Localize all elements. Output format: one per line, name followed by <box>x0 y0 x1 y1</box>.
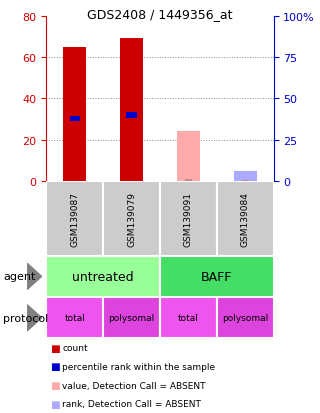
Text: percentile rank within the sample: percentile rank within the sample <box>62 362 216 371</box>
Bar <box>217 182 274 256</box>
Text: GDS2408 / 1449356_at: GDS2408 / 1449356_at <box>87 8 233 21</box>
Text: total: total <box>178 313 199 323</box>
Text: BAFF: BAFF <box>201 270 233 283</box>
Text: GSM139091: GSM139091 <box>184 192 193 246</box>
Bar <box>70 116 80 121</box>
Bar <box>46 182 103 256</box>
Text: total: total <box>64 313 85 323</box>
Text: value, Detection Call = ABSENT: value, Detection Call = ABSENT <box>62 381 206 389</box>
Bar <box>126 113 137 118</box>
Polygon shape <box>27 264 42 290</box>
Text: GSM139079: GSM139079 <box>127 192 136 246</box>
Bar <box>46 256 160 297</box>
Bar <box>46 297 103 339</box>
Bar <box>120 39 143 182</box>
Polygon shape <box>27 305 42 331</box>
Text: ■: ■ <box>50 361 59 372</box>
Text: rank, Detection Call = ABSENT: rank, Detection Call = ABSENT <box>62 399 201 408</box>
Bar <box>242 180 249 182</box>
Bar <box>63 47 86 182</box>
Bar <box>103 297 160 339</box>
Bar <box>217 297 274 339</box>
Text: agent: agent <box>3 272 36 282</box>
Text: GSM139084: GSM139084 <box>241 192 250 246</box>
Bar <box>234 172 257 182</box>
Bar <box>160 297 217 339</box>
Text: ■: ■ <box>50 380 59 390</box>
Text: untreated: untreated <box>72 270 134 283</box>
Text: polysomal: polysomal <box>222 313 268 323</box>
Text: polysomal: polysomal <box>108 313 155 323</box>
Bar <box>103 182 160 256</box>
Bar <box>160 256 274 297</box>
Bar <box>185 180 192 181</box>
Text: ■: ■ <box>50 343 59 353</box>
Text: ■: ■ <box>50 399 59 409</box>
Bar <box>177 132 200 182</box>
Bar <box>160 182 217 256</box>
Text: count: count <box>62 344 88 352</box>
Text: GSM139087: GSM139087 <box>70 192 79 246</box>
Text: protocol: protocol <box>3 313 48 323</box>
